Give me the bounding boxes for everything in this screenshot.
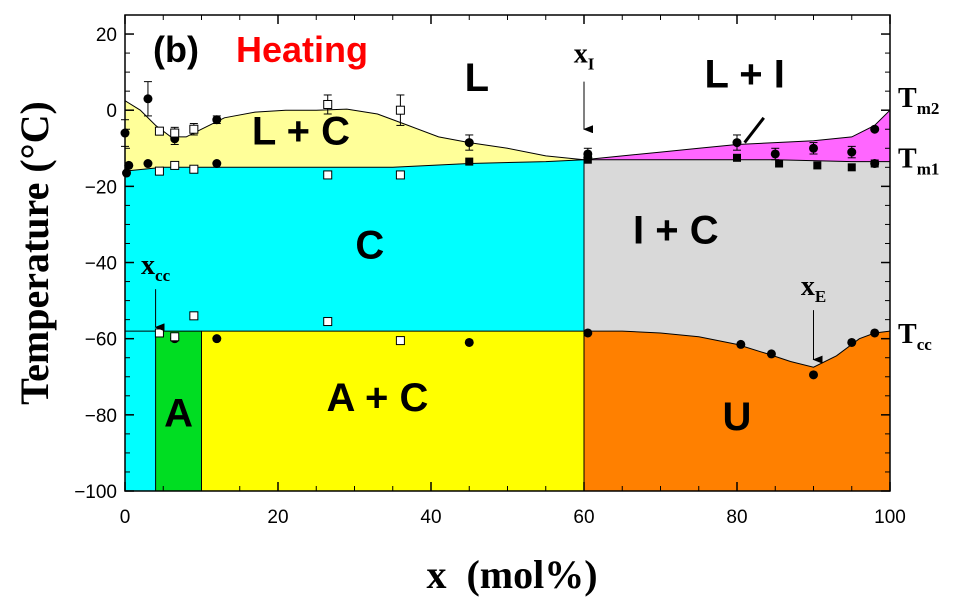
data-point-open-square (323, 99, 333, 109)
data-point-filled-square (583, 155, 592, 164)
region-label-a: A (164, 391, 193, 435)
data-point-open-square (189, 311, 199, 321)
y-tick-label: 0 (106, 101, 117, 122)
data-point-circle (212, 334, 222, 344)
y-tick-label: −100 (74, 482, 117, 503)
data-point-filled-square (847, 163, 856, 172)
x-tick-label: 80 (726, 507, 747, 528)
liquidus-line (125, 100, 890, 161)
data-point-filled-square (775, 159, 784, 168)
data-point-circle (732, 138, 742, 148)
region-label-c: C (355, 224, 384, 268)
region-a-plus-c (201, 331, 584, 491)
data-point-circle (766, 349, 776, 359)
data-point-circle (464, 337, 474, 347)
data-point-circle (212, 115, 222, 125)
data-point-circle (870, 124, 880, 134)
data-point-circle (583, 328, 593, 338)
data-point-filled-square (870, 159, 879, 168)
data-point-open-square (154, 166, 164, 176)
data-point-open-square (189, 164, 199, 174)
data-point-open-square (323, 170, 333, 180)
svg-text:xcc: xcc (141, 250, 171, 285)
data-point-circle (809, 143, 818, 153)
data-point-open-square (170, 332, 180, 342)
data-point-circle (870, 328, 880, 338)
x-tick-label: 60 (573, 507, 594, 528)
region-labels: L L + C L + I C I + C A A + C U (164, 52, 785, 439)
y-tick-label: −80 (85, 406, 117, 427)
data-markers (120, 81, 880, 380)
panel-label: (b) (153, 29, 199, 70)
line-label-tcc: Tcc (898, 319, 932, 354)
data-point-circle (212, 159, 222, 169)
data-point-open-square (170, 128, 180, 138)
annotation-xcc: xcc (141, 250, 171, 332)
region-label-lc: L + C (252, 109, 350, 153)
y-tick-label: −60 (85, 330, 117, 351)
data-point-open-square (154, 126, 164, 136)
y-tick-label: 20 (96, 25, 117, 46)
data-point-open-square (395, 170, 405, 180)
y-tick-label: −20 (85, 177, 117, 198)
data-point-open-square (154, 328, 164, 338)
x-tick-label: 20 (267, 507, 288, 528)
region-label-l: L (465, 56, 489, 100)
region-label-ac: A + C (327, 376, 429, 420)
phase-boundary-lines (125, 100, 890, 491)
data-point-circle (122, 168, 132, 178)
x-tick-label: 40 (420, 507, 441, 528)
data-point-filled-square (813, 161, 822, 170)
svg-text:xI: xI (574, 39, 595, 74)
data-point-circle (464, 138, 474, 148)
region-l-plus-c (125, 100, 584, 172)
tm1-line (125, 159, 890, 172)
region-label-ic: I + C (633, 208, 719, 252)
x-tick-label: 100 (874, 507, 906, 528)
data-point-open-square (323, 317, 333, 327)
annotation-xe: xE (801, 271, 826, 364)
svg-text:xE: xE (801, 271, 826, 306)
region-a (155, 331, 202, 491)
data-point-circle (736, 339, 746, 349)
region-c-lower (125, 331, 156, 491)
data-point-open-square (395, 336, 405, 346)
data-point-circle (809, 370, 818, 380)
composition-annotations: xI xcc xE (141, 39, 826, 364)
region-c (125, 159, 584, 332)
y-axis-label: Temperature (°C) (12, 101, 57, 405)
data-point-filled-square (733, 153, 741, 162)
line-labels: Tm2 Tm1 Tcc (898, 83, 939, 354)
data-point-circle (143, 159, 153, 169)
data-point-circle (143, 94, 153, 104)
data-point-open-square (170, 160, 180, 170)
y-tick-label: −40 (85, 254, 117, 275)
axis-ticks: 0 20 40 60 80 100 20 0 −20 −40 −60 −80 −100 (74, 14, 906, 528)
data-point-open-square (395, 105, 405, 115)
x-axis-label: x (mol%) (426, 552, 597, 597)
annotation-xi: xI (574, 39, 595, 134)
l-plus-i-pointer (743, 116, 765, 144)
data-point-circle (770, 149, 780, 159)
line-label-tm2: Tm2 (898, 83, 939, 118)
x-tick-label: 0 (120, 507, 131, 528)
data-point-open-square (189, 124, 199, 134)
data-point-filled-square (465, 157, 474, 166)
eutectic-curve (584, 330, 890, 368)
line-label-tm1: Tm1 (898, 144, 939, 179)
region-label-li: L + I (704, 52, 784, 96)
chart-title: Heating (236, 29, 368, 70)
data-point-circle (847, 147, 857, 157)
region-label-u: U (723, 395, 752, 439)
data-point-circle (847, 337, 857, 347)
